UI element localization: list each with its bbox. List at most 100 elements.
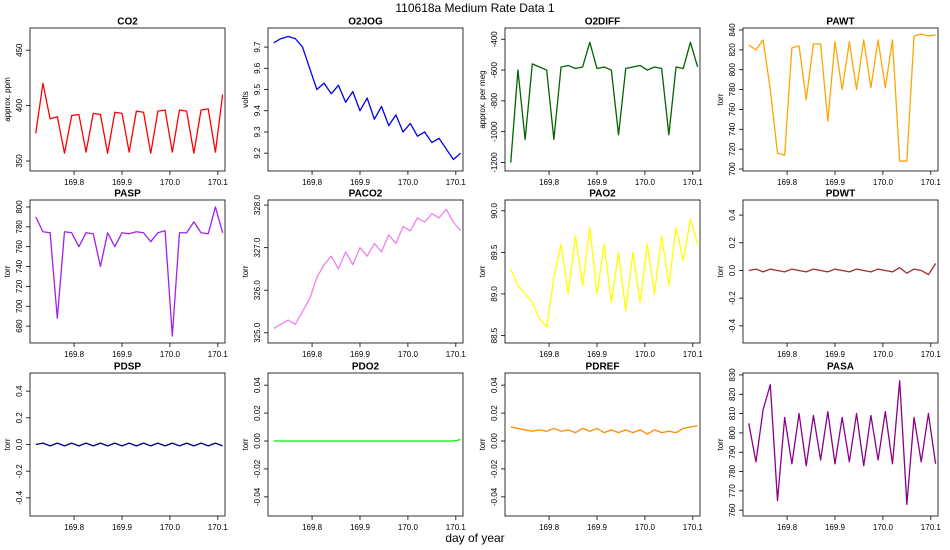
x-tick-label: 169.8 [777,350,798,359]
y-tick-label: 800 [15,200,24,214]
data-line [510,41,699,163]
plot-frame [29,27,226,172]
y-tick-label: 810 [728,406,737,420]
x-tick-label: 169.9 [825,178,846,187]
x-tick-label: 169.9 [825,350,846,359]
x-tick-label: 169.9 [587,523,608,532]
y-tick-label: -0.4 [15,490,24,504]
x-tick-label: 169.8 [777,178,798,187]
y-tick-label: 9.4 [253,105,262,117]
y-tick-label: 0.4 [728,209,737,221]
x-tick-label: 170.0 [398,523,419,532]
plot-frame [267,27,464,172]
y-tick-label: 780 [728,82,737,96]
y-tick-label: -0.02 [490,459,499,478]
y-tick-label: 88.5 [490,327,499,343]
x-tick-label: 170.0 [635,178,656,187]
y-tick-label: -0.4 [728,318,737,332]
x-tick-label: 169.8 [539,178,560,187]
panel-title: PDSP [114,362,142,373]
data-line [273,438,461,442]
y-tick-label: 760 [15,239,24,253]
x-tick-label: 169.8 [302,178,323,187]
x-tick-label: 170.0 [873,350,894,359]
y-tick-label: 89.0 [490,286,499,302]
y-axis-label: torr [241,438,250,450]
y-tick-label: 700 [15,299,24,313]
y-tick-label: 350 [15,154,24,168]
plot-frame [267,372,464,517]
y-axis-label: approx. ppm [3,77,12,122]
y-axis-label: torr [3,438,12,450]
y-tick-label: -1000 [490,121,499,142]
data-line [35,442,223,447]
y-tick-label: 840 [728,23,737,37]
y-tick-label: 680 [15,319,24,333]
y-tick-label: 0.02 [490,405,499,421]
plot-frame [742,199,939,344]
y-tick-label: 780 [15,220,24,234]
panel-title: PDWT [826,189,855,200]
y-tick-label: -0.02 [253,459,262,478]
y-tick-label: 328.0 [253,195,262,216]
x-tick-label: 170.0 [160,178,181,187]
y-tick-label: 700 [728,162,737,176]
data-line [273,35,462,161]
x-tick-label: 169.9 [350,523,371,532]
panel-title: PASA [827,362,854,373]
y-tick-label: 790 [728,445,737,459]
y-axis-label: approx. per meg [478,70,487,128]
x-tick-label: 170.1 [446,178,467,187]
panel-title: O2JOG [348,17,383,28]
y-tick-label: 800 [728,62,737,76]
y-tick-label: 0.04 [253,377,262,393]
data-line [35,82,224,154]
x-tick-label: 170.1 [921,350,942,359]
y-tick-label: 770 [728,484,737,498]
y-tick-label: 89.5 [490,244,499,260]
y-tick-label: 720 [728,142,737,156]
x-tick-label: 170.0 [873,178,894,187]
y-tick-label: -0.2 [728,291,737,305]
y-axis-label: torr [478,438,487,450]
x-tick-label: 169.9 [587,350,608,359]
data-line [510,425,698,435]
y-tick-label: -1200 [490,152,499,173]
y-tick-label: 326.0 [253,280,262,301]
x-axis-label: day of year [445,531,504,545]
y-tick-label: 9.7 [253,41,262,53]
y-tick-label: 820 [728,387,737,401]
y-tick-label: 450 [15,43,24,57]
data-line [748,33,936,162]
x-tick-label: 170.0 [398,178,419,187]
x-tick-label: 169.8 [64,350,85,359]
y-tick-label: 0.2 [15,412,24,424]
x-tick-label: 170.1 [683,523,704,532]
x-tick-label: 170.1 [921,523,942,532]
x-tick-label: 169.8 [302,523,323,532]
y-tick-label: 327.0 [253,237,262,258]
y-tick-label: 820 [728,43,737,57]
y-tick-label: 0.02 [253,405,262,421]
y-tick-label: 720 [15,279,24,293]
x-tick-label: 169.8 [539,523,560,532]
data-line [510,218,699,328]
x-tick-label: 169.9 [112,350,133,359]
plot-frame [742,372,939,517]
x-tick-label: 170.0 [873,523,894,532]
y-tick-label: 0.04 [490,377,499,393]
x-tick-label: 169.9 [587,178,608,187]
y-tick-label: -800 [490,92,499,109]
data-line [748,380,937,506]
y-tick-label: -400 [490,31,499,48]
x-tick-label: 170.1 [683,178,704,187]
plot-frame [29,372,226,517]
data-line [748,263,937,276]
x-tick-label: 170.1 [446,350,467,359]
panel-title: PASP [114,189,141,200]
y-tick-label: 90.0 [490,202,499,218]
y-tick-label: 780 [728,464,737,478]
y-tick-label: 740 [728,122,737,136]
y-tick-label: 760 [728,102,737,116]
